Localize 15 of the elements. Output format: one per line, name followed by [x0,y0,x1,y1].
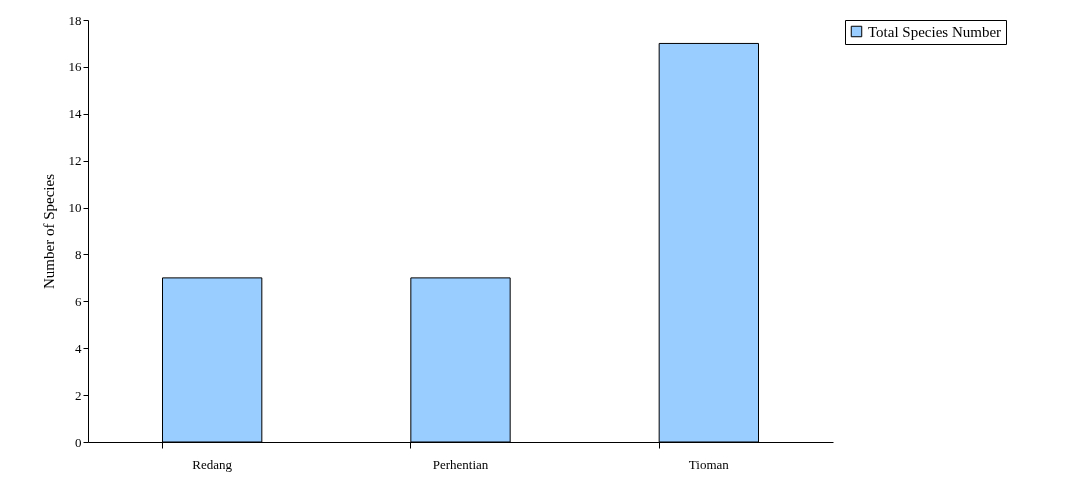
y-tick-label: 8 [75,246,82,262]
y-tick-label: 6 [75,293,82,309]
x-tick-label: Tioman [688,456,730,472]
y-axis-title: Number of Species [40,173,57,289]
y-tick-label: 12 [68,153,82,169]
y-tick-label: 16 [68,59,82,75]
y-tick-label: 4 [75,340,82,356]
legend-label: Total Species Number [868,23,1002,40]
y-tick-label: 18 [68,12,82,28]
y-tick-label: 10 [68,200,82,216]
x-tick-label: Perhentian [432,456,489,472]
y-tick-label: 2 [75,387,82,403]
y-tick-label: 0 [75,434,82,450]
y-tick-label: 14 [68,106,82,122]
x-tick-label: Redang [192,456,233,472]
